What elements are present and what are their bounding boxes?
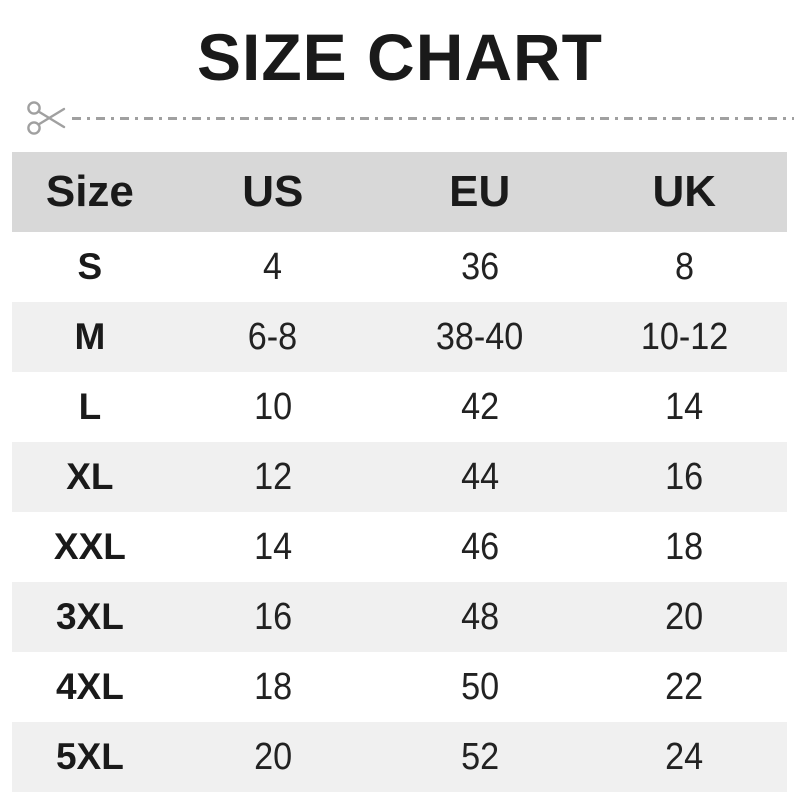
cell-size: 5XL [55, 736, 124, 777]
cell-us: 4 [263, 245, 283, 288]
table-row-5xl: 5XL 20 52 24 [12, 722, 787, 792]
scissors-icon [27, 101, 66, 135]
cell-uk: 18 [665, 525, 704, 568]
cell-uk: 8 [674, 245, 694, 288]
cell-eu: 50 [460, 665, 499, 708]
cell-size: 4XL [55, 666, 124, 707]
cell-eu: 44 [460, 455, 499, 498]
table-row-l: L 10 42 14 [12, 372, 787, 442]
table-row-3xl: 3XL 16 48 20 [12, 582, 787, 652]
cell-size: M [74, 316, 106, 357]
cell-size: 3XL [55, 596, 124, 637]
cell-size: XXL [53, 526, 126, 567]
cell-eu: 36 [460, 245, 499, 288]
cell-eu: 46 [460, 525, 499, 568]
table-row-s: S 4 36 8 [12, 232, 787, 302]
cell-uk: 22 [665, 665, 704, 708]
table-row-4xl: 4XL 18 50 22 [12, 652, 787, 722]
cell-size: S [77, 246, 103, 287]
table-row-m: M 6-8 38-40 10-12 [12, 302, 787, 372]
cell-us: 18 [253, 665, 292, 708]
table-row-xl: XL 12 44 16 [12, 442, 787, 512]
dashed-divider [72, 116, 794, 120]
cell-us: 20 [253, 735, 292, 778]
cell-uk: 20 [665, 595, 704, 638]
cell-eu: 48 [460, 595, 499, 638]
column-header-us: US [242, 167, 304, 216]
cell-uk: 14 [665, 385, 704, 428]
column-header-eu: EU [449, 167, 511, 216]
column-header-size: Size [45, 167, 134, 216]
size-table: Size US EU UK S 4 36 8 M 6-8 38-40 10-12… [12, 152, 787, 792]
table-header-row: Size US EU UK [12, 152, 787, 232]
cell-us: 16 [253, 595, 292, 638]
cell-us: 10 [253, 385, 292, 428]
column-header-uk: UK [652, 167, 717, 216]
cell-eu: 38-40 [435, 315, 524, 358]
cell-eu: 52 [460, 735, 499, 778]
page-title: SIZE CHART [197, 20, 603, 94]
cell-uk: 10-12 [640, 315, 729, 358]
cell-uk: 24 [665, 735, 704, 778]
cell-us: 6-8 [248, 315, 298, 358]
cell-size: L [78, 386, 102, 427]
cell-us: 14 [253, 525, 292, 568]
table-row-xxl: XXL 14 46 18 [12, 512, 787, 582]
cut-line [26, 98, 794, 138]
cell-eu: 42 [460, 385, 499, 428]
cell-us: 12 [253, 455, 292, 498]
cell-uk: 16 [665, 455, 704, 498]
cell-size: XL [66, 456, 114, 497]
